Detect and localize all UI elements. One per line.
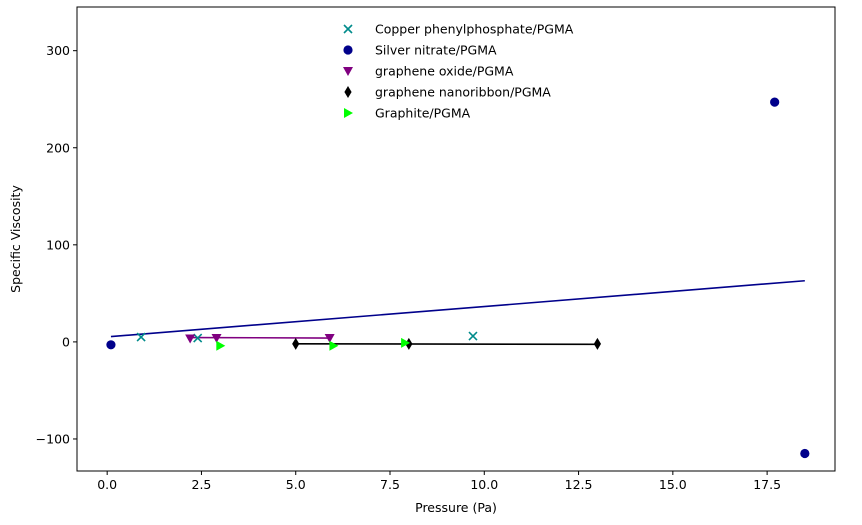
- y-axis-label: Specific Viscosity: [8, 185, 23, 293]
- y-tick-label: 300: [46, 43, 70, 58]
- data-point-series-3-2: [593, 337, 602, 350]
- legend-marker-3: [344, 86, 352, 98]
- x-tick-label: 5.0: [286, 477, 306, 492]
- data-point-series-0-2: [468, 331, 478, 341]
- data-point-series-0-0: [136, 332, 146, 342]
- legend-label-4: Graphite/PGMA: [375, 106, 471, 121]
- data-point-series-3-0: [292, 337, 300, 350]
- x-axis-ticks: 0.0 2.5 5.0 7.5 10.0 12.5 15.0 17.5: [97, 471, 781, 492]
- legend: Copper phenylphosphate/PGMA Silver nitrat…: [343, 22, 574, 121]
- fit-lines-layer: [110, 279, 805, 346]
- data-point-series-4-2: [401, 337, 411, 348]
- data-point-series-1-0: [106, 340, 116, 350]
- x-tick-label: 17.5: [753, 477, 781, 492]
- data-point-series-1-1: [770, 97, 780, 107]
- plot-area-frame: [76, 6, 836, 472]
- x-tick-label: 2.5: [192, 477, 212, 492]
- data-point-series-0-1: [193, 333, 203, 343]
- data-point-series-1-2: [800, 448, 810, 459]
- x-tick-label: 10.0: [470, 477, 498, 492]
- data-point-series-3-1: [405, 337, 413, 350]
- x-tick-label: 15.0: [659, 477, 687, 492]
- data-point-series-2-0: [185, 334, 196, 344]
- y-axis-ticks: −100 0 100 200 300: [36, 43, 77, 446]
- legend-marker-1: [343, 45, 353, 55]
- legend-label-3: graphene nanoribbon/PGMA: [375, 85, 551, 100]
- fit-line-series-1: [110, 279, 805, 338]
- y-tick-label: 0: [62, 334, 70, 349]
- y-tick-label: 100: [46, 237, 70, 252]
- x-axis-label: Pressure (Pa): [415, 500, 497, 515]
- legend-label-2: graphene oxide/PGMA: [375, 64, 514, 79]
- data-point-series-4-0: [216, 340, 226, 351]
- data-points-layer: [106, 97, 810, 459]
- data-point-series-4-1: [329, 340, 339, 351]
- y-tick-label: −100: [36, 431, 70, 446]
- x-tick-label: 7.5: [380, 477, 400, 492]
- x-tick-label: 0.0: [97, 477, 117, 492]
- x-tick-label: 12.5: [565, 477, 593, 492]
- data-point-series-2-2: [324, 334, 335, 344]
- legend-marker-2: [343, 67, 353, 76]
- data-point-series-2-1: [211, 334, 222, 344]
- legend-label-1: Silver nitrate/PGMA: [375, 43, 497, 58]
- legend-marker-0: [343, 24, 353, 34]
- y-tick-label: 200: [46, 140, 70, 155]
- legend-marker-4: [344, 108, 353, 118]
- legend-label-0: Copper phenylphosphate/PGMA: [375, 22, 574, 37]
